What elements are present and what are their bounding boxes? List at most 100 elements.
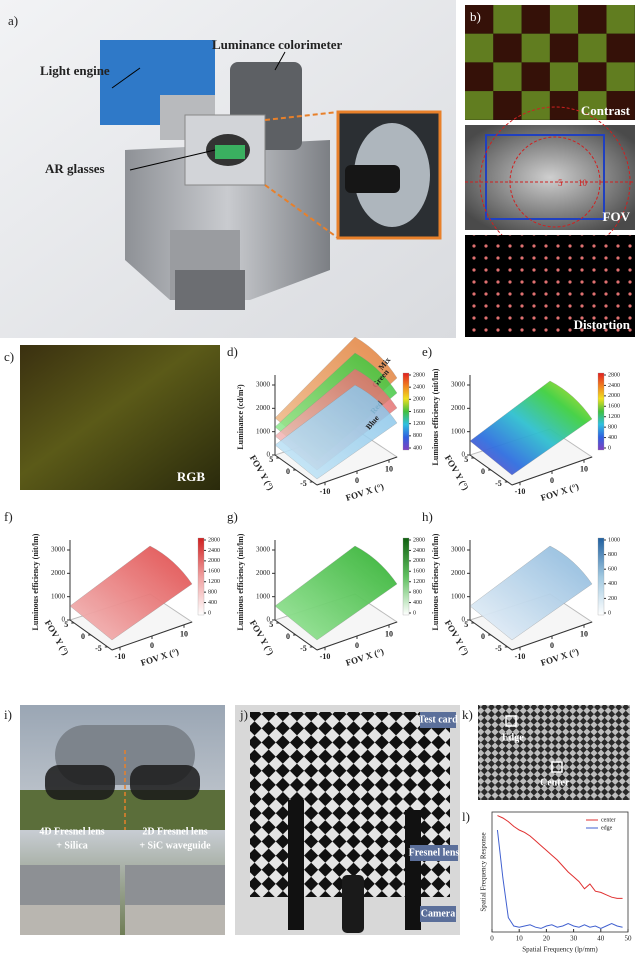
tripod: [288, 800, 304, 930]
colorbar-tick-label: 400: [413, 600, 422, 606]
plot-area: [491, 811, 629, 933]
colorbar-tick-label: 1600: [413, 569, 425, 575]
panel-label: j): [239, 707, 248, 722]
y-axis-label: Spatial Frequency Response: [480, 832, 488, 911]
fov-frame: [485, 134, 605, 220]
panel-l: l) 0 10 20 30 40 50 Spatial Frequency (lp/mm) S…: [462, 809, 632, 954]
note: + Silica: [56, 840, 88, 851]
panel-label: d): [227, 344, 238, 359]
z-tick-label: 3000: [256, 546, 271, 554]
colorbar-tick-label: 1600: [208, 569, 220, 575]
y-tick-label: 5: [269, 455, 273, 464]
y-tick-label: 0: [286, 467, 290, 476]
y-tick-label: -5: [300, 479, 307, 488]
z-tick-label: 3000: [51, 546, 66, 554]
fov-mark: 5: [558, 178, 563, 188]
y-tick-label: 5: [464, 620, 468, 629]
roi-edge: [505, 715, 517, 727]
x-tick-label: 40: [597, 935, 605, 943]
checker-cell: [578, 33, 607, 63]
colorbar-tick-label: 400: [208, 600, 217, 606]
checker-cell: [493, 91, 522, 120]
caption: FOV: [603, 209, 631, 224]
checker-cell: [578, 91, 607, 120]
x-tick-label: 10: [580, 630, 588, 639]
surface: [469, 380, 593, 476]
colorbar-tick-label: 2800: [208, 537, 220, 543]
z-tick-label: 2000: [256, 404, 271, 412]
roi-label: Edge: [502, 732, 524, 743]
checker-cell: [549, 62, 579, 92]
surface: [274, 384, 398, 480]
annotation: AR glasses: [45, 161, 105, 176]
panel-k: k) Edge Center: [462, 705, 630, 800]
lens-right: [130, 765, 200, 800]
inset-guide: [264, 184, 339, 239]
y-tick-label: -5: [495, 479, 502, 488]
z-axis-label: Luminous efficiency (nit/lm): [236, 533, 245, 630]
y-tick-label: -5: [300, 644, 307, 653]
z-tick-label: 3000: [256, 381, 271, 389]
x-tick-label: 10: [385, 465, 393, 474]
panel-label: c): [4, 349, 14, 364]
colorbar-tick-label: 800: [608, 552, 617, 558]
colorbar-tick-label: 2800: [413, 537, 425, 543]
panel-label: h): [422, 509, 433, 524]
x-tick-label: 0: [355, 641, 359, 650]
pointer: [111, 67, 141, 89]
surface: [274, 545, 398, 641]
z-tick-label: 0: [462, 616, 466, 624]
z-tick-label: 0: [62, 616, 66, 624]
panel-label: a): [8, 13, 18, 28]
annotation: Light engine: [40, 63, 110, 78]
colorbar-tick-label: 800: [208, 590, 217, 596]
x-tick-label: 20: [543, 935, 551, 943]
z-tick-label: 3000: [451, 381, 466, 389]
panel-label: e): [422, 344, 432, 359]
panel-i: i) 4D Fresnel lens + Silica 2D Fresnel l…: [4, 705, 225, 935]
colorbar: [402, 372, 410, 451]
z-tick-label: 2000: [451, 404, 466, 412]
colorbar: [197, 537, 205, 616]
x-axis-label: FOV X (°): [344, 646, 385, 668]
tripod: [405, 810, 421, 930]
panel-label: k): [462, 707, 473, 722]
panel-a: a) Luminance colorimeter Light engine AR…: [0, 0, 456, 338]
legend-label: edge: [601, 825, 613, 831]
pointer: [274, 51, 286, 71]
colorbar-tick-label: 800: [413, 433, 422, 439]
colorbar-tick-label: 2400: [413, 548, 425, 554]
fov-mark: 10: [578, 178, 588, 188]
x-tick-label: 0: [355, 476, 359, 485]
colorbar-tick-label: 400: [608, 581, 617, 587]
panel-label: g): [227, 509, 238, 524]
x-tick-label: 10: [180, 630, 188, 639]
z-tick-label: 1000: [256, 592, 271, 600]
stage-base: [175, 270, 245, 310]
x-tick-label: -10: [515, 487, 526, 496]
x-tick-label: 0: [550, 476, 554, 485]
colorbar-tick-label: 600: [608, 567, 617, 573]
checker-cell: [549, 33, 579, 63]
z-tick-label: 2000: [451, 569, 466, 577]
checker-cell: [465, 33, 494, 63]
x-tick-label: 10: [516, 935, 524, 943]
checker-cell: [549, 91, 579, 120]
z-tick-label: 1000: [256, 427, 271, 435]
note: + SiC waveguide: [139, 840, 211, 851]
colorbar-tick-label: 800: [413, 590, 422, 596]
colorbar-tick-label: 1200: [208, 579, 220, 585]
checker-cell: [465, 5, 494, 34]
x-axis-label: FOV X (°): [539, 646, 580, 668]
x-tick-label: 0: [490, 935, 494, 943]
roi-center: [551, 761, 563, 773]
note: 4D Fresnel lens: [39, 826, 104, 837]
colorbar-tick-label: 400: [413, 445, 422, 451]
x-tick-label: 50: [625, 935, 633, 943]
colorbar: [402, 537, 410, 616]
y-tick-label: 0: [481, 467, 485, 476]
checker-cell: [521, 33, 550, 63]
